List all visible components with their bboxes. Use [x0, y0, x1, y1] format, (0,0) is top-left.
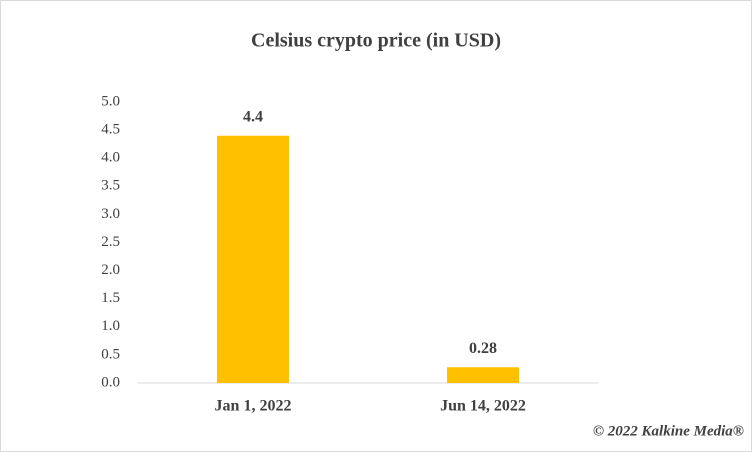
credit: © 2022 Kalkine Media®	[593, 423, 744, 439]
value-label: 0.28	[469, 340, 497, 357]
bar	[447, 367, 519, 383]
y-tick-label: 0.0	[101, 374, 120, 390]
y-tick-label: 1.5	[101, 290, 120, 306]
y-tick-label: 2.5	[101, 234, 120, 250]
y-tick-label: 5.0	[101, 93, 120, 109]
x-tick-label: Jan 1, 2022	[215, 398, 292, 415]
y-tick-label: 4.0	[101, 150, 120, 166]
y-tick-label: 0.5	[101, 346, 120, 362]
y-tick-label: 3.5	[101, 178, 120, 194]
value-label: 4.4	[243, 108, 263, 125]
y-tick-label: 3.0	[101, 206, 120, 222]
x-tick-label: Jun 14, 2022	[440, 398, 526, 415]
y-tick-label: 4.5	[101, 122, 120, 138]
y-tick-label: 2.0	[101, 262, 120, 278]
y-tick-label: 1.0	[101, 318, 120, 334]
chart-title: Celsius crypto price (in USD)	[251, 30, 501, 52]
bar	[217, 135, 289, 383]
